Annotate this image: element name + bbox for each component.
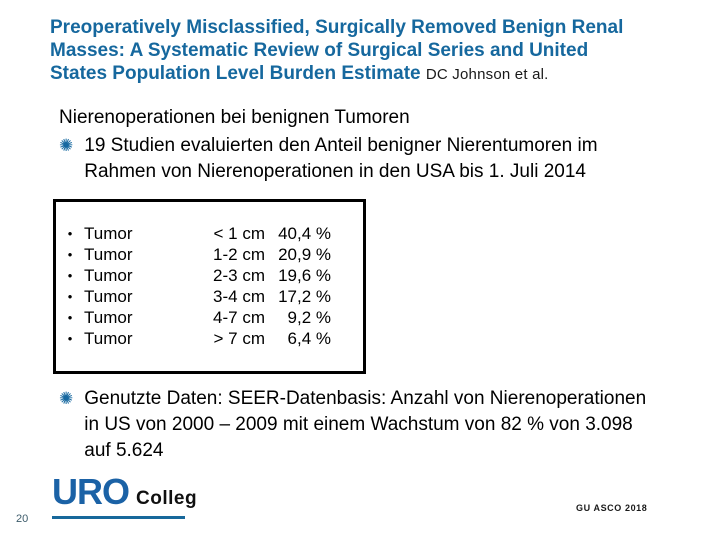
star-bullet-icon: ✺ [59, 136, 74, 155]
logo-secondary-text: Colleg [136, 488, 198, 509]
dot-bullet-icon: • [67, 310, 73, 325]
tumor-percent: 40,4 % [278, 223, 331, 243]
bullet-item-studies: ✺ 19 Studien evaluierten den Anteil beni… [59, 133, 644, 185]
tumor-size: 1-2 cm [213, 244, 265, 264]
dot-bullet-icon: • [67, 226, 73, 241]
tumor-percent: 6,4 % [287, 328, 331, 348]
table-row: • Tumor 4-7 cm 9,2 % [56, 307, 363, 328]
tumor-label: Tumor [84, 265, 133, 285]
uro-college-logo: URO Colleg [52, 474, 197, 519]
tumor-size-table: • Tumor < 1 cm 40,4 % • Tumor 1-2 cm 20,… [53, 199, 366, 374]
slide-title: Preoperatively Misclassified, Surgically… [50, 16, 675, 86]
logo-primary-text: URO [52, 471, 130, 512]
tumor-size: 4-7 cm [213, 307, 265, 327]
tumor-label: Tumor [84, 223, 133, 243]
slide-title-authors: DC Johnson et al. [425, 66, 549, 83]
dot-bullet-icon: • [67, 331, 73, 346]
bullet-item-data-source: ✺ Genutzte Daten: SEER-Datenbasis: Anzah… [59, 386, 656, 464]
logo-text: URO Colleg [52, 474, 197, 510]
tumor-size: 2-3 cm [213, 265, 265, 285]
bullet-studies-text: 19 Studien evaluierten den Anteil benign… [84, 135, 598, 182]
conference-label: GU ASCO 2018 [576, 503, 648, 513]
dot-bullet-icon: • [67, 268, 73, 283]
tumor-label: Tumor [84, 307, 133, 327]
table-row: • Tumor > 7 cm 6,4 % [56, 328, 363, 349]
table-row: • Tumor 1-2 cm 20,9 % [56, 244, 363, 265]
tumor-label: Tumor [84, 328, 133, 348]
slide-title-line2: Masses: A Systematic Review of Surgical … [50, 40, 589, 61]
bullet-data-text: Genutzte Daten: SEER-Datenbasis: Anzahl … [84, 388, 647, 461]
tumor-percent: 17,2 % [278, 286, 331, 306]
slide-title-line3: States Population Level Burden Estimate [50, 63, 421, 84]
tumor-label: Tumor [84, 286, 133, 306]
tumor-size: > 7 cm [213, 328, 266, 348]
tumor-label: Tumor [84, 244, 133, 264]
tumor-percent: 20,9 % [278, 244, 331, 264]
star-bullet-icon: ✺ [59, 389, 74, 408]
tumor-size: 3-4 cm [213, 286, 265, 306]
tumor-percent: 19,6 % [278, 265, 331, 285]
slide-title-line1: Preoperatively Misclassified, Surgically… [50, 17, 624, 38]
tumor-percent: 9,2 % [287, 307, 331, 327]
dot-bullet-icon: • [67, 247, 73, 262]
tumor-size: < 1 cm [213, 223, 266, 243]
dot-bullet-icon: • [67, 289, 73, 304]
table-row: • Tumor 2-3 cm 19,6 % [56, 265, 363, 286]
section-heading: Nierenoperationen bei benignen Tumoren [59, 107, 410, 128]
table-row: • Tumor < 1 cm 40,4 % [56, 223, 363, 244]
logo-underline [52, 516, 185, 519]
table-row: • Tumor 3-4 cm 17,2 % [56, 286, 363, 307]
page-number: 20 [16, 513, 29, 525]
